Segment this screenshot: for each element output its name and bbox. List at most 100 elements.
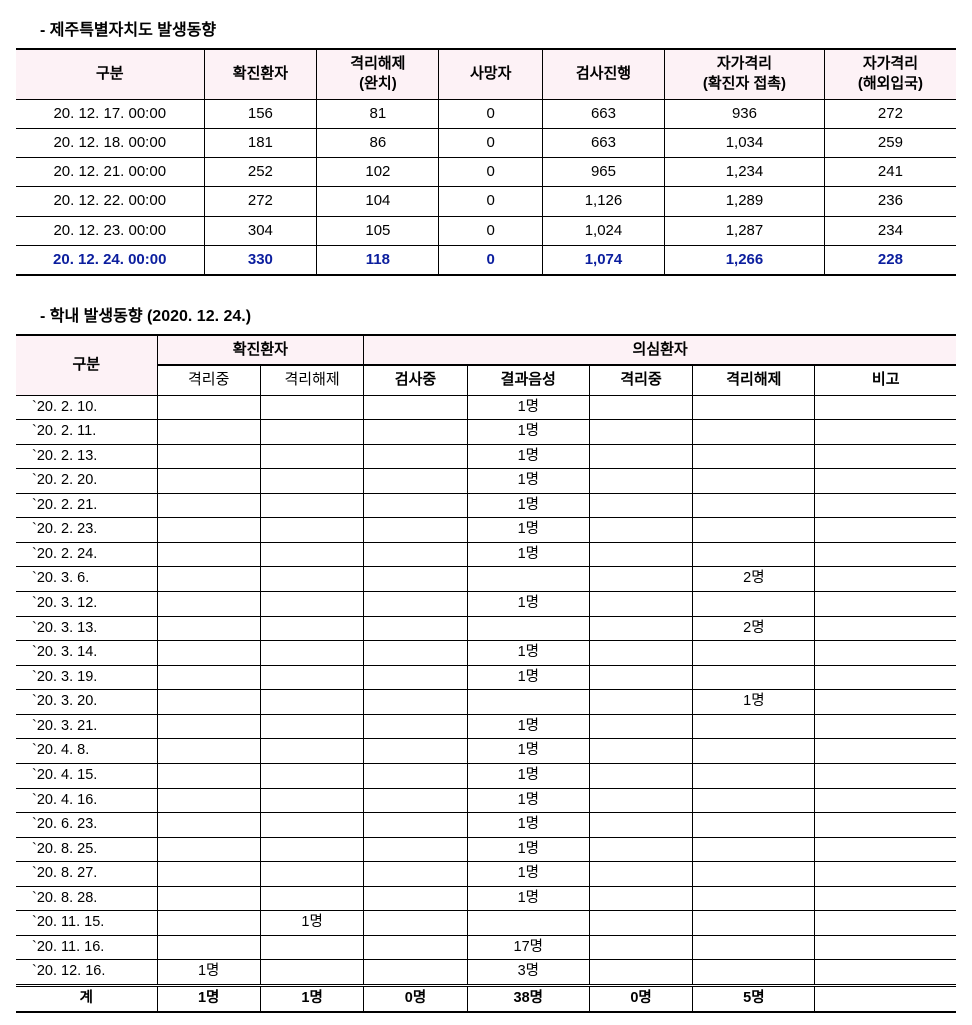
cell: [815, 420, 956, 445]
cell: [467, 690, 589, 715]
date-cell: `20. 4. 15.: [16, 763, 157, 788]
cell: [815, 763, 956, 788]
total-cell: 5명: [693, 986, 815, 1012]
table-row: 20. 12. 22. 00:0027210401,1261,289236: [16, 187, 956, 216]
date-cell: `20. 8. 28.: [16, 886, 157, 911]
t2-sub-5: 격리해제: [693, 365, 815, 395]
cell: [260, 592, 363, 617]
cell: [260, 763, 363, 788]
cell: 1명: [467, 592, 589, 617]
cell: [260, 886, 363, 911]
section2-title: - 학내 발생동향 (2020. 12. 24.): [40, 302, 956, 326]
cell: [157, 493, 260, 518]
cell: 241: [824, 158, 956, 187]
cell: [815, 935, 956, 960]
cell: 0: [439, 158, 542, 187]
t2-sub-3: 결과음성: [467, 365, 589, 395]
cell: 1명: [467, 763, 589, 788]
cell: [157, 518, 260, 543]
cell: 1명: [467, 813, 589, 838]
table-row: `20. 3. 6.2명: [16, 567, 956, 592]
cell: [815, 690, 956, 715]
cell: [364, 641, 467, 666]
total-cell: 0명: [589, 986, 692, 1012]
cell: 663: [542, 99, 664, 128]
cell: 20. 12. 22. 00:00: [16, 187, 204, 216]
cell: [157, 763, 260, 788]
cell: [815, 395, 956, 420]
cell: [260, 837, 363, 862]
cell: 2명: [693, 616, 815, 641]
cell: [693, 592, 815, 617]
date-cell: `20. 8. 25.: [16, 837, 157, 862]
cell: 234: [824, 216, 956, 245]
cell: 1명: [467, 444, 589, 469]
table-row: `20. 4. 15. 1명: [16, 763, 956, 788]
table-row: `20. 3. 19.1명: [16, 665, 956, 690]
cell: 1명: [693, 690, 815, 715]
cell: [815, 665, 956, 690]
table-row: `20. 3. 14.1명: [16, 641, 956, 666]
cell: [815, 616, 956, 641]
cell: 20. 12. 24. 00:00: [16, 245, 204, 275]
cell: [157, 616, 260, 641]
cell: [815, 911, 956, 936]
date-cell: `20. 2. 23.: [16, 518, 157, 543]
cell: [693, 518, 815, 543]
cell: [589, 542, 692, 567]
t1-col-6: 자가격리(해외입국): [824, 49, 956, 99]
jeju-trend-table: 구분확진환자격리해제(완치)사망자검사진행자가격리(확진자 접촉)자가격리(해외…: [16, 48, 956, 276]
cell: [157, 886, 260, 911]
cell: [589, 420, 692, 445]
cell: [589, 763, 692, 788]
cell: [693, 763, 815, 788]
total-label: 계: [16, 986, 157, 1012]
col-suspect: 의심환자: [364, 335, 956, 365]
cell: 1명: [467, 837, 589, 862]
t2-sub-1: 격리해제: [260, 365, 363, 395]
total-cell: [815, 986, 956, 1012]
date-cell: `20. 3. 19.: [16, 665, 157, 690]
cell: 2명: [693, 567, 815, 592]
cell: [815, 493, 956, 518]
cell: 0: [439, 99, 542, 128]
table-row: `20. 8. 28.1명: [16, 886, 956, 911]
school-trend-table: 구분 확진환자 의심환자 격리중격리해제검사중결과음성격리중격리해제비고 `20…: [16, 334, 956, 1013]
cell: 965: [542, 158, 664, 187]
cell: [364, 837, 467, 862]
cell: [157, 935, 260, 960]
table-row: `20. 2. 10.1명: [16, 395, 956, 420]
cell: [815, 567, 956, 592]
cell: [157, 862, 260, 887]
cell: [260, 739, 363, 764]
cell: [157, 395, 260, 420]
cell: [364, 493, 467, 518]
cell: [364, 935, 467, 960]
cell: 20. 12. 23. 00:00: [16, 216, 204, 245]
cell: [693, 493, 815, 518]
cell: [693, 542, 815, 567]
cell: [693, 665, 815, 690]
cell: [589, 813, 692, 838]
cell: 1명: [260, 911, 363, 936]
cell: [693, 739, 815, 764]
date-cell: `20. 2. 13.: [16, 444, 157, 469]
cell: 81: [317, 99, 439, 128]
table-row: `20. 3. 13.2명: [16, 616, 956, 641]
cell: [815, 641, 956, 666]
table-row: `20. 2. 13. 1명: [16, 444, 956, 469]
cell: [589, 592, 692, 617]
table-row: 20. 12. 21. 00:0025210209651,234241: [16, 158, 956, 187]
table-header-row-1: 구분 확진환자 의심환자: [16, 335, 956, 365]
cell: 156: [204, 99, 317, 128]
date-cell: `20. 2. 24.: [16, 542, 157, 567]
cell: [364, 518, 467, 543]
cell: [815, 542, 956, 567]
col-gubun: 구분: [16, 335, 157, 395]
cell: [364, 960, 467, 986]
date-cell: `20. 3. 20.: [16, 690, 157, 715]
cell: 1,126: [542, 187, 664, 216]
cell: [467, 567, 589, 592]
cell: [589, 493, 692, 518]
cell: [157, 788, 260, 813]
